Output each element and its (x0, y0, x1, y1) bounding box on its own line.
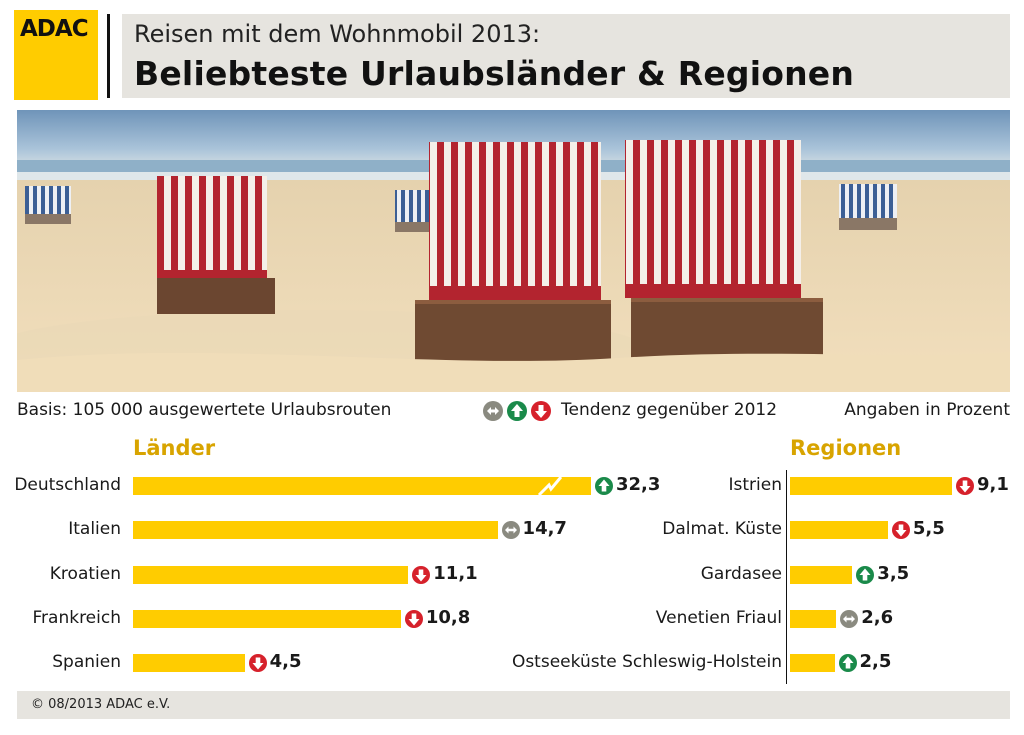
copyright-text: © 08/2013 ADAC e.V. (31, 697, 171, 712)
region-value-label: 2,6 (861, 607, 894, 628)
trend-down-icon (531, 401, 551, 421)
trend-down-icon (955, 477, 974, 495)
country-category-label: Frankreich (32, 608, 122, 628)
red-chair-center (415, 142, 611, 364)
country-category-label: Spanien (52, 652, 121, 672)
region-category-label: Gardasee (700, 564, 782, 584)
header-divider (107, 14, 110, 98)
country-category-label: Deutschland (14, 475, 121, 495)
axis-break-mark (537, 476, 563, 497)
country-value-label: 11,1 (433, 563, 478, 584)
country-category-label: Kroatien (49, 564, 121, 584)
blue-chair-right (839, 184, 897, 230)
regions-axis-line (786, 470, 787, 684)
region-category-label: Istrien (728, 475, 782, 495)
country-bar (133, 521, 498, 539)
trend-same-icon (483, 401, 503, 421)
chart-subtitle: Reisen mit dem Wohnmobil 2013: (134, 20, 541, 48)
region-bar (790, 610, 837, 628)
region-value-label: 5,5 (912, 518, 945, 539)
blue-chair-left (25, 186, 71, 224)
country-bar (133, 477, 591, 495)
basis-note: Basis: 105 000 ausgewertete Urlaubsroute… (17, 400, 392, 420)
red-chair-right (625, 140, 823, 358)
country-bar (133, 566, 409, 584)
trend-down-icon (412, 566, 431, 584)
region-bar (790, 477, 952, 495)
red-chair-left (157, 176, 275, 314)
logo-text: ADAC (20, 16, 89, 42)
country-bar (133, 654, 245, 672)
trend-up-icon (838, 654, 857, 672)
trend-up-icon (595, 477, 613, 495)
country-bar (133, 610, 401, 628)
region-category-label: Dalmat. Küste (662, 519, 782, 539)
region-bar (790, 654, 835, 672)
region-bar (790, 566, 853, 584)
tendency-note: Tendenz gegenüber 2012 (561, 400, 778, 420)
region-category-label: Venetien Friaul (655, 608, 782, 628)
country-value-label: 32,3 (616, 474, 661, 495)
trend-down-icon (891, 521, 910, 539)
header-band (122, 14, 1010, 98)
unit-note: Angaben in Prozent (844, 400, 1010, 420)
region-value-label: 2,5 (859, 651, 892, 672)
trend-down-icon (248, 654, 267, 672)
region-category-label: Ostseeküste Schleswig-Holstein (511, 652, 782, 672)
trend-up-icon (856, 566, 875, 584)
country-value-label: 14,7 (522, 518, 567, 539)
region-bar (790, 521, 888, 539)
trend-up-icon (507, 401, 527, 421)
trend-same-icon (501, 521, 520, 539)
country-value-label: 10,8 (425, 607, 471, 628)
country-value-label: 4,5 (269, 651, 302, 672)
trend-same-icon (840, 610, 859, 628)
chart-title: Beliebteste Urlaubsländer & Regionen (134, 54, 855, 93)
footer-band: © 08/2013 ADAC e.V. (17, 691, 1010, 719)
regions-title: Regionen (790, 436, 902, 460)
countries-title: Länder (133, 436, 216, 460)
beach-chairs-photo (17, 110, 1010, 392)
trend-legend-icons (483, 401, 551, 421)
country-category-label: Italien (68, 519, 121, 539)
adac-logo: ADAC (14, 10, 98, 100)
trend-down-icon (404, 610, 423, 628)
region-value-label: 9,1 (976, 474, 1009, 495)
blue-chair-center (395, 190, 431, 232)
region-value-label: 3,5 (877, 563, 910, 584)
